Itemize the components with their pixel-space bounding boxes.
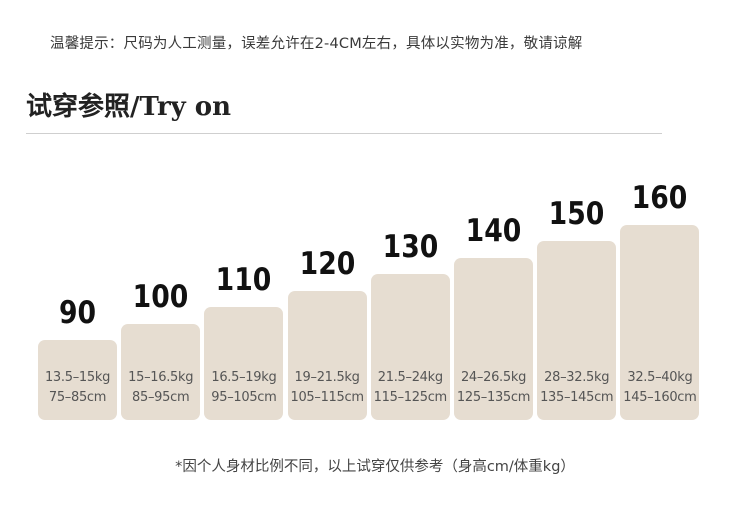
weight-range: 32.5–40kg xyxy=(627,370,693,385)
height-range: 105–115cm xyxy=(290,390,364,405)
page-title: 试穿参照/Try on xyxy=(26,92,232,122)
divider xyxy=(26,133,662,134)
size-column: 110 16.5–19kg 95–105cm xyxy=(204,0,284,522)
size-bar xyxy=(370,274,450,420)
size-label: 110 xyxy=(216,262,272,298)
weight-range: 13.5–15kg xyxy=(44,370,111,385)
height-range: 145–160cm xyxy=(623,390,697,405)
size-column: 130 21.5–24kg 115–125cm xyxy=(370,0,450,522)
size-column: 140 24–26.5kg 125–135cm xyxy=(454,0,533,522)
size-bar xyxy=(38,340,117,420)
height-range: 75–85cm xyxy=(48,390,107,405)
size-label: 140 xyxy=(465,212,522,249)
size-bar xyxy=(454,257,533,420)
size-label: 160 xyxy=(632,179,688,216)
size-column: 100 15–16.5kg 85–95cm xyxy=(121,0,201,522)
size-bar xyxy=(537,241,617,420)
size-label: 90 xyxy=(58,295,97,331)
weight-range: 15–16.5kg xyxy=(128,370,194,385)
size-label: 150 xyxy=(548,196,605,232)
height-range: 125–135cm xyxy=(456,390,531,405)
weight-range: 21.5–24kg xyxy=(377,370,443,385)
size-bar xyxy=(287,290,367,420)
height-range: 85–95cm xyxy=(132,390,190,405)
size-notice: 温馨提示：尺码为人工测量，误差允许在2-4CM左右，具体以实物为准，敬请谅解 xyxy=(50,36,583,52)
weight-range: 24–26.5kg xyxy=(460,370,527,385)
size-bar xyxy=(204,307,284,420)
weight-range: 28–32.5kg xyxy=(544,370,610,385)
size-label: 100 xyxy=(132,278,189,315)
size-label: 120 xyxy=(299,245,355,282)
size-bar xyxy=(121,323,201,420)
size-column: 160 32.5–40kg 145–160cm xyxy=(620,0,700,522)
height-range: 115–125cm xyxy=(373,390,448,405)
footnote: *因个人身材比例不同，以上试穿仅供参考（身高cm/体重kg） xyxy=(175,459,575,475)
height-range: 135–145cm xyxy=(540,390,614,405)
weight-range: 19–21.5kg xyxy=(294,370,360,385)
weight-range: 16.5–19kg xyxy=(211,370,277,385)
height-range: 95–105cm xyxy=(211,390,277,405)
size-label: 130 xyxy=(382,229,439,265)
size-column: 90 13.5–15kg 75–85cm xyxy=(38,0,117,522)
size-column: 150 28–32.5kg 135–145cm xyxy=(537,0,617,522)
size-column: 120 19–21.5kg 105–115cm xyxy=(287,0,367,522)
size-bar xyxy=(620,224,700,420)
